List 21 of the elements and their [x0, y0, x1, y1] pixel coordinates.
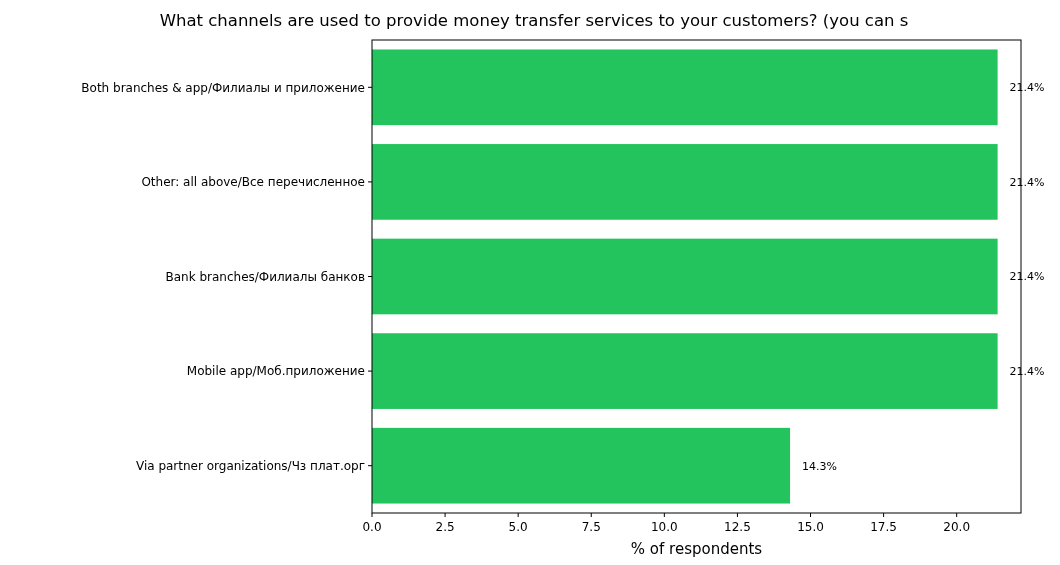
y-tick-label: Bank branches/Филиалы банков: [165, 269, 365, 284]
chart-title: What channels are used to provide money transfer services to your customers? (you can s: [159, 11, 909, 30]
data-label: 21.4%: [1009, 364, 1045, 378]
x-tick-label: 12.5: [724, 520, 751, 534]
x-axis-title: % of respondents: [630, 540, 763, 558]
x-tick-label: 5.0: [508, 520, 528, 534]
data-label: 14.3%: [802, 459, 837, 473]
data-label: 21.4%: [1009, 270, 1045, 284]
x-tick-label: 15.0: [797, 520, 824, 534]
x-tick-label: 0.0: [362, 520, 382, 534]
y-tick-label: Other: all above/Все перечисленное: [141, 175, 365, 190]
y-tick-label: Mobile app/Моб.приложение: [186, 364, 365, 379]
x-tick-label: 17.5: [870, 520, 897, 534]
x-tick-label: 20.0: [943, 520, 971, 534]
x-tick-label: 10.0: [650, 520, 678, 534]
x-tick-label: 7.5: [581, 520, 601, 534]
data-label: 21.4%: [1009, 81, 1045, 95]
x-tick-label: 2.5: [435, 520, 455, 534]
y-tick-label: Via partner organizations/Чз плат.орг: [135, 458, 365, 473]
data-label: 21.4%: [1009, 175, 1045, 189]
y-tick-label: Both branches & app/Филиалы и приложение: [81, 80, 365, 95]
